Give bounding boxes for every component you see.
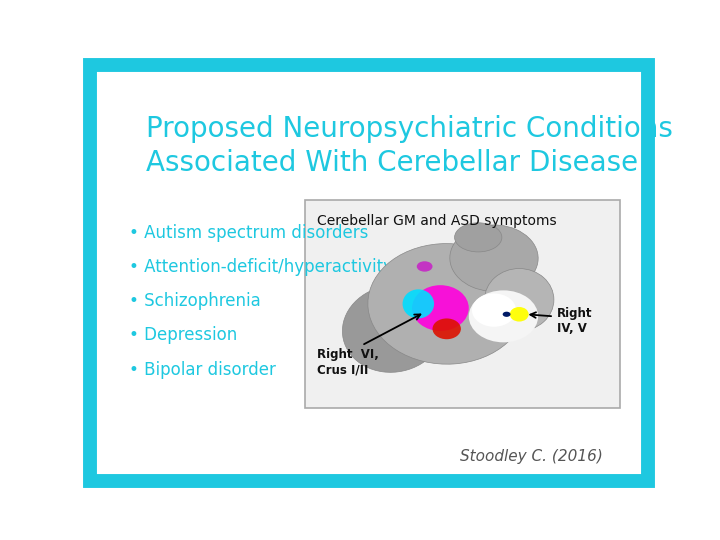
- Ellipse shape: [402, 289, 434, 319]
- Ellipse shape: [417, 261, 433, 272]
- Text: • Bipolar disorder: • Bipolar disorder: [129, 361, 276, 379]
- Ellipse shape: [503, 312, 510, 317]
- Text: Stoodley C. (2016): Stoodley C. (2016): [461, 449, 603, 464]
- Bar: [305, 200, 620, 408]
- Ellipse shape: [368, 244, 526, 364]
- Ellipse shape: [510, 307, 528, 321]
- Ellipse shape: [433, 319, 461, 339]
- Ellipse shape: [472, 294, 516, 327]
- Ellipse shape: [343, 285, 444, 372]
- Text: Proposed Neuropsychiatric Conditions
Associated With Cerebellar Disease: Proposed Neuropsychiatric Conditions Ass…: [145, 114, 672, 177]
- Text: • Attention-deficit/hyperactivity: • Attention-deficit/hyperactivity: [129, 258, 393, 276]
- Ellipse shape: [485, 268, 554, 331]
- Ellipse shape: [469, 291, 538, 342]
- Text: Right
IV, V: Right IV, V: [557, 307, 593, 334]
- Text: • Depression: • Depression: [129, 327, 238, 345]
- Text: Cerebellar GM and ASD symptoms: Cerebellar GM and ASD symptoms: [318, 214, 557, 228]
- Text: • Autism spectrum disorders: • Autism spectrum disorders: [129, 224, 369, 242]
- Ellipse shape: [454, 223, 502, 252]
- Text: • Schizophrenia: • Schizophrenia: [129, 292, 261, 310]
- Text: Right  VI,
Crus I/II: Right VI, Crus I/II: [318, 348, 379, 376]
- Ellipse shape: [450, 225, 538, 292]
- Ellipse shape: [412, 285, 469, 331]
